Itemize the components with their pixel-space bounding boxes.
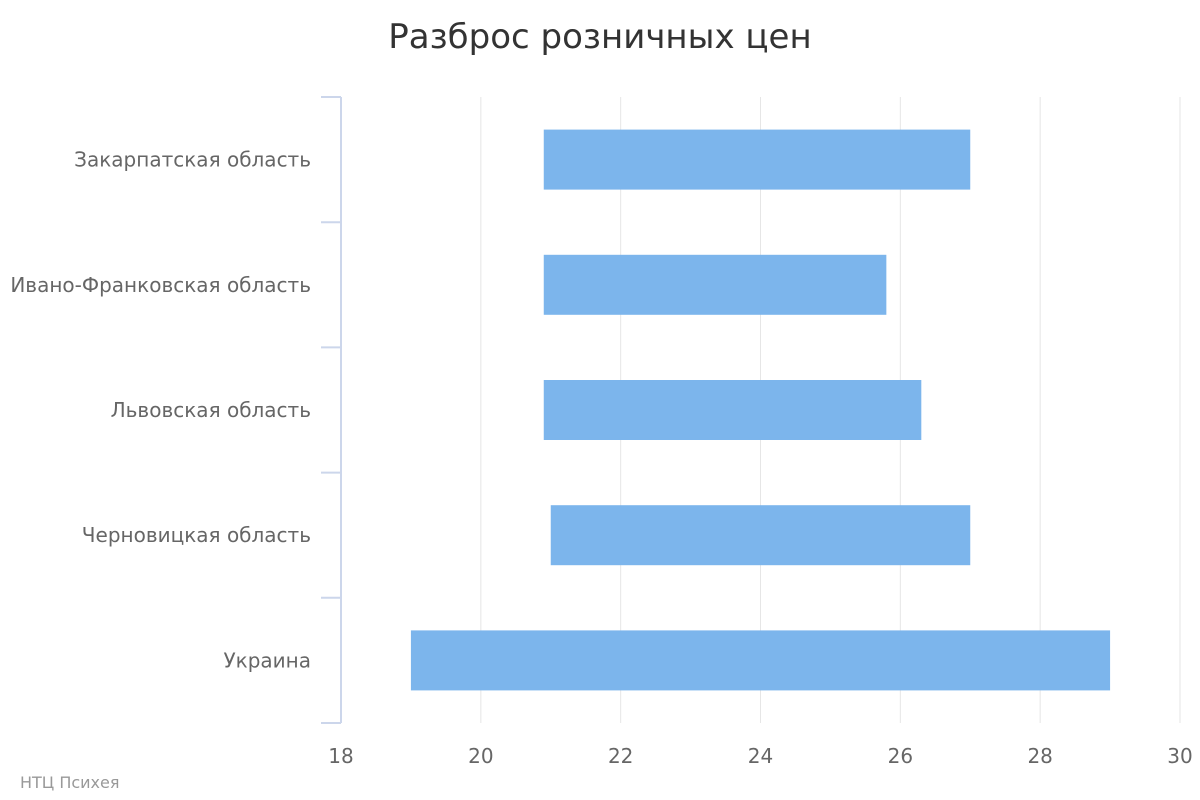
category-axis (321, 96, 342, 724)
range-bar[interactable] (550, 505, 971, 566)
category-label: Ивано-Франковская область (10, 273, 311, 297)
range-bar[interactable] (543, 380, 922, 440)
category-label: Закарпатская область (74, 148, 311, 172)
range-bar[interactable] (410, 630, 1111, 691)
chart-title: Разброс розничных цен (388, 17, 811, 57)
category-label: Украина (223, 648, 311, 672)
category-label: Львовская область (111, 398, 311, 422)
bars (410, 129, 1111, 691)
x-tick-labels: 18 20 22 24 26 28 30 (328, 744, 1192, 768)
category-label: Черновицкая область (82, 523, 311, 547)
x-tick-label: 22 (608, 744, 633, 768)
x-tick-label: 20 (468, 744, 493, 768)
x-tick-label: 28 (1027, 744, 1052, 768)
range-bar[interactable] (543, 129, 971, 190)
credit-text: НТЦ Психея (20, 773, 120, 792)
range-bar[interactable] (543, 254, 887, 315)
x-tick-label: 24 (748, 744, 773, 768)
category-labels: Закарпатская область Ивано-Франковская об… (10, 148, 311, 673)
x-tick-label: 30 (1167, 744, 1192, 768)
x-tick-label: 18 (328, 744, 353, 768)
x-tick-label: 26 (888, 744, 913, 768)
